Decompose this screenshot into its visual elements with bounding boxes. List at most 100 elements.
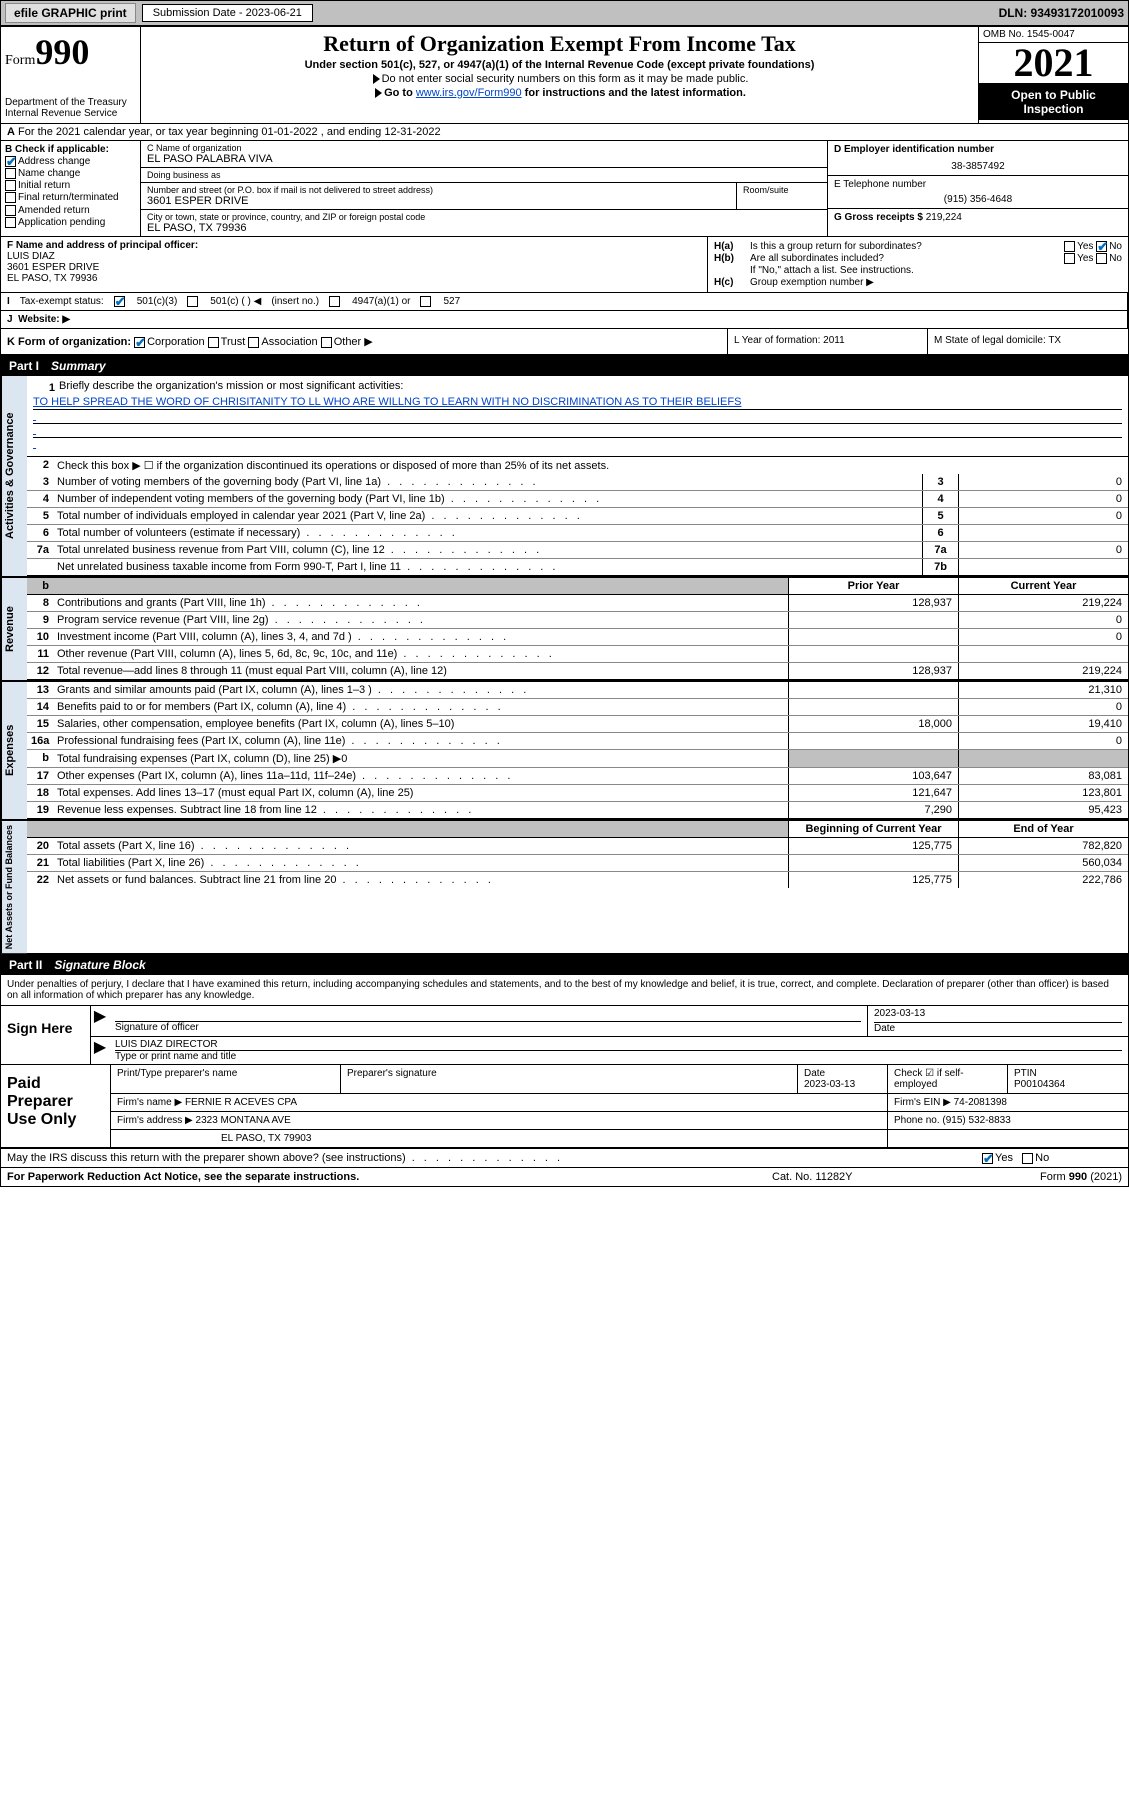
vtab-net: Net Assets or Fund Balances: [1, 821, 27, 953]
org-name: EL PASO PALABRA VIVA: [147, 153, 821, 165]
c7b: 7b: [922, 559, 958, 575]
ck-corp[interactable]: [134, 337, 145, 348]
officer-street: 3601 ESPER DRIVE: [7, 262, 99, 273]
p8: 128,937: [788, 595, 958, 611]
officer-print-name: LUIS DIAZ DIRECTOR: [115, 1039, 1122, 1051]
ck-assoc[interactable]: [248, 337, 259, 348]
arrow-icon: [373, 74, 380, 84]
row-j: J Website: ▶: [1, 311, 1128, 329]
firm-name-lbl: Firm's name ▶: [117, 1097, 182, 1108]
line2: Check this box ▶ ☐ if the organization d…: [53, 457, 1128, 474]
b-opt-4: Amended return: [18, 205, 90, 216]
arrow-icon: [375, 88, 382, 98]
v6: [958, 525, 1128, 541]
ck-527[interactable]: [420, 296, 431, 307]
n13: 13: [27, 682, 53, 698]
line6: Total number of volunteers (estimate if …: [53, 525, 922, 541]
cy11: [958, 646, 1128, 662]
checkbox-name-change[interactable]: [5, 168, 16, 179]
row-a-tax-year: A For the 2021 calendar year, or tax yea…: [1, 124, 1128, 141]
efile-toolbar: efile GRAPHIC print Submission Date - 20…: [0, 0, 1129, 26]
b-opt-1: Name change: [18, 168, 80, 179]
t13: Grants and similar amounts paid (Part IX…: [53, 682, 788, 698]
t8: Contributions and grants (Part VIII, lin…: [53, 595, 788, 611]
ck-other[interactable]: [321, 337, 332, 348]
t19: Revenue less expenses. Subtract line 18 …: [53, 802, 788, 818]
form-title: Return of Organization Exempt From Incom…: [149, 31, 970, 57]
prep-date-lbl: Date: [804, 1068, 825, 1079]
gross-receipts: 219,224: [926, 212, 962, 223]
n9: 9: [27, 612, 53, 628]
discuss-no[interactable]: [1022, 1153, 1033, 1164]
checkbox-address-change[interactable]: [5, 156, 16, 167]
prep-name-lbl: Print/Type preparer's name: [111, 1065, 341, 1093]
cy21: 560,034: [958, 855, 1128, 871]
m-lbl: M State of legal domicile:: [934, 335, 1046, 346]
ck-501c3[interactable]: [114, 296, 125, 307]
ein-val: 38-3857492: [834, 161, 1122, 172]
checkbox-app-pending[interactable]: [5, 217, 16, 228]
discuss-row: May the IRS discuss this return with the…: [1, 1149, 1128, 1168]
n16a: 16a: [27, 733, 53, 749]
sig-date-lbl: Date: [874, 1022, 1122, 1034]
street-lbl: Number and street (or P.O. box if mail i…: [147, 185, 730, 195]
dept-treasury: Department of the TreasuryInternal Reven…: [5, 97, 136, 119]
t16b: Total fundraising expenses (Part IX, col…: [53, 750, 788, 767]
row-a-prefix: A: [7, 126, 15, 138]
n18: 18: [27, 785, 53, 801]
arrow-icon: ▶: [91, 1006, 109, 1036]
c5: 5: [922, 508, 958, 524]
section-governance: Activities & Governance 1Briefly describ…: [1, 376, 1128, 576]
officer-sig-lbl: Signature of officer: [115, 1022, 861, 1033]
hb-note: If "No," attach a list. See instructions…: [750, 265, 1122, 276]
j-lbl: Website: ▶: [18, 314, 70, 325]
col-end: End of Year: [958, 821, 1128, 837]
discuss-q: May the IRS discuss this return with the…: [7, 1152, 982, 1164]
officer-name: LUIS DIAZ: [7, 251, 55, 262]
ha-no[interactable]: [1096, 241, 1107, 252]
irs-link[interactable]: www.irs.gov/Form990: [416, 87, 522, 99]
cy19: 95,423: [958, 802, 1128, 818]
f-lbl: F Name and address of principal officer:: [7, 240, 198, 251]
cy14: 0: [958, 699, 1128, 715]
ck-4947[interactable]: [329, 296, 340, 307]
pra-notice: For Paperwork Reduction Act Notice, see …: [7, 1171, 772, 1183]
c4: 4: [922, 491, 958, 507]
prep-sig-lbl: Preparer's signature: [341, 1065, 798, 1093]
n17: 17: [27, 768, 53, 784]
t12: Total revenue—add lines 8 through 11 (mu…: [53, 663, 788, 679]
submission-date: Submission Date - 2023-06-21: [142, 4, 313, 22]
ha-q: Is this a group return for subordinates?: [750, 241, 1064, 252]
checkbox-initial-return[interactable]: [5, 180, 16, 191]
v4: 0: [958, 491, 1128, 507]
p14: [788, 699, 958, 715]
checkbox-final-return[interactable]: [5, 192, 16, 203]
line5: Total number of individuals employed in …: [53, 508, 922, 524]
p19: 7,290: [788, 802, 958, 818]
p22: 125,775: [788, 872, 958, 888]
part1-header: Part I Summary: [1, 356, 1128, 376]
note-goto-pre: Go to: [384, 87, 416, 99]
firm-addr2: EL PASO, TX 79903: [111, 1130, 888, 1147]
firm-ein-lbl: Firm's EIN ▶: [894, 1097, 951, 1108]
p18: 121,647: [788, 785, 958, 801]
street-val: 3601 ESPER DRIVE: [147, 195, 730, 207]
checkbox-amended[interactable]: [5, 205, 16, 216]
cy16a: 0: [958, 733, 1128, 749]
discuss-yes[interactable]: [982, 1153, 993, 1164]
ha-yes[interactable]: [1064, 241, 1075, 252]
hc-q: Group exemption number ▶: [750, 277, 1122, 288]
ck-trust[interactable]: [208, 337, 219, 348]
p9: [788, 612, 958, 628]
efile-print-button[interactable]: efile GRAPHIC print: [5, 3, 136, 23]
t22: Net assets or fund balances. Subtract li…: [53, 872, 788, 888]
section-revenue: Revenue bPrior YearCurrent Year 8Contrib…: [1, 576, 1128, 680]
p11: [788, 646, 958, 662]
t20: Total assets (Part X, line 16): [53, 838, 788, 854]
t9: Program service revenue (Part VIII, line…: [53, 612, 788, 628]
cy16b: [958, 750, 1128, 767]
hb-no[interactable]: [1096, 253, 1107, 264]
c7a: 7a: [922, 542, 958, 558]
hb-yes[interactable]: [1064, 253, 1075, 264]
ck-501c[interactable]: [187, 296, 198, 307]
